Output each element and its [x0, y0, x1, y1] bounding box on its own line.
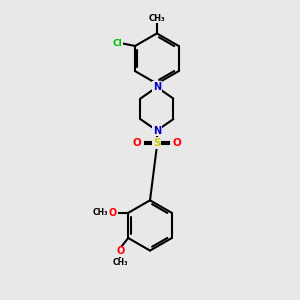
Text: Cl: Cl — [112, 39, 122, 48]
Text: CH₃: CH₃ — [148, 14, 165, 22]
Text: O: O — [116, 246, 124, 256]
Text: O: O — [133, 138, 141, 148]
Text: N: N — [153, 82, 161, 92]
Text: CH₃: CH₃ — [93, 208, 108, 217]
Text: O: O — [172, 138, 181, 148]
Text: S: S — [153, 138, 160, 148]
Text: O: O — [109, 208, 117, 218]
Text: N: N — [153, 126, 161, 136]
Text: CH₃: CH₃ — [112, 258, 128, 267]
